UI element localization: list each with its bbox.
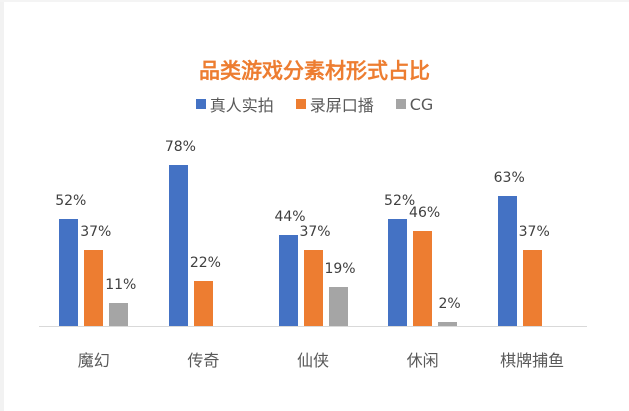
data-label: 37%: [299, 223, 331, 240]
data-label: 46%: [409, 205, 441, 222]
legend-swatch-orange-icon: [295, 99, 306, 109]
data-label: 44%: [274, 209, 306, 226]
bar: [193, 280, 213, 326]
bar: [278, 235, 298, 326]
bar: [438, 321, 458, 326]
legend-item-screen-recording: 录屏口播: [295, 92, 374, 116]
bar: [303, 249, 323, 326]
legend-item-live-action: 真人实拍: [195, 92, 274, 116]
data-label: 52%: [55, 192, 87, 209]
data-label: 78%: [164, 139, 196, 155]
x-axis-category-label: 棋牌捕鱼: [500, 351, 565, 370]
data-label: 37%: [518, 223, 550, 240]
data-label: 11%: [105, 277, 137, 294]
bar: [109, 303, 129, 326]
legend-swatch-gray-icon: [395, 99, 406, 109]
chart-legend: 真人实拍 录屏口播 CG: [0, 92, 629, 116]
chart-title: 品类游戏分素材形式占比: [199, 59, 430, 83]
left-border: [0, 0, 4, 411]
legend-swatch-blue-icon: [195, 99, 206, 109]
bar: [168, 165, 188, 326]
x-axis-line: [39, 326, 587, 327]
bar: [84, 249, 104, 326]
x-axis-category-label: 休闲: [406, 351, 439, 370]
legend-label: 真人实拍: [209, 96, 274, 115]
legend-item-cg: CG: [395, 92, 434, 116]
x-axis-category-label: 魔幻: [77, 351, 110, 370]
data-label: 19%: [324, 260, 356, 277]
bar: [328, 286, 348, 326]
legend-label: CG: [409, 94, 434, 114]
bar: [413, 231, 433, 326]
data-label: 37%: [80, 223, 112, 240]
bar: [388, 218, 408, 326]
bar: [522, 249, 542, 326]
x-axis-category-label: 仙侠: [296, 351, 330, 370]
x-axis-category-label: 传奇: [187, 351, 220, 370]
data-label: 22%: [189, 254, 221, 271]
data-label: 52%: [384, 192, 416, 209]
data-label: 63%: [493, 169, 525, 186]
top-border: [0, 0, 629, 2]
legend-label: 录屏口播: [309, 96, 374, 115]
data-label: 2%: [438, 295, 461, 312]
bar: [59, 218, 79, 326]
bar: [497, 195, 517, 326]
